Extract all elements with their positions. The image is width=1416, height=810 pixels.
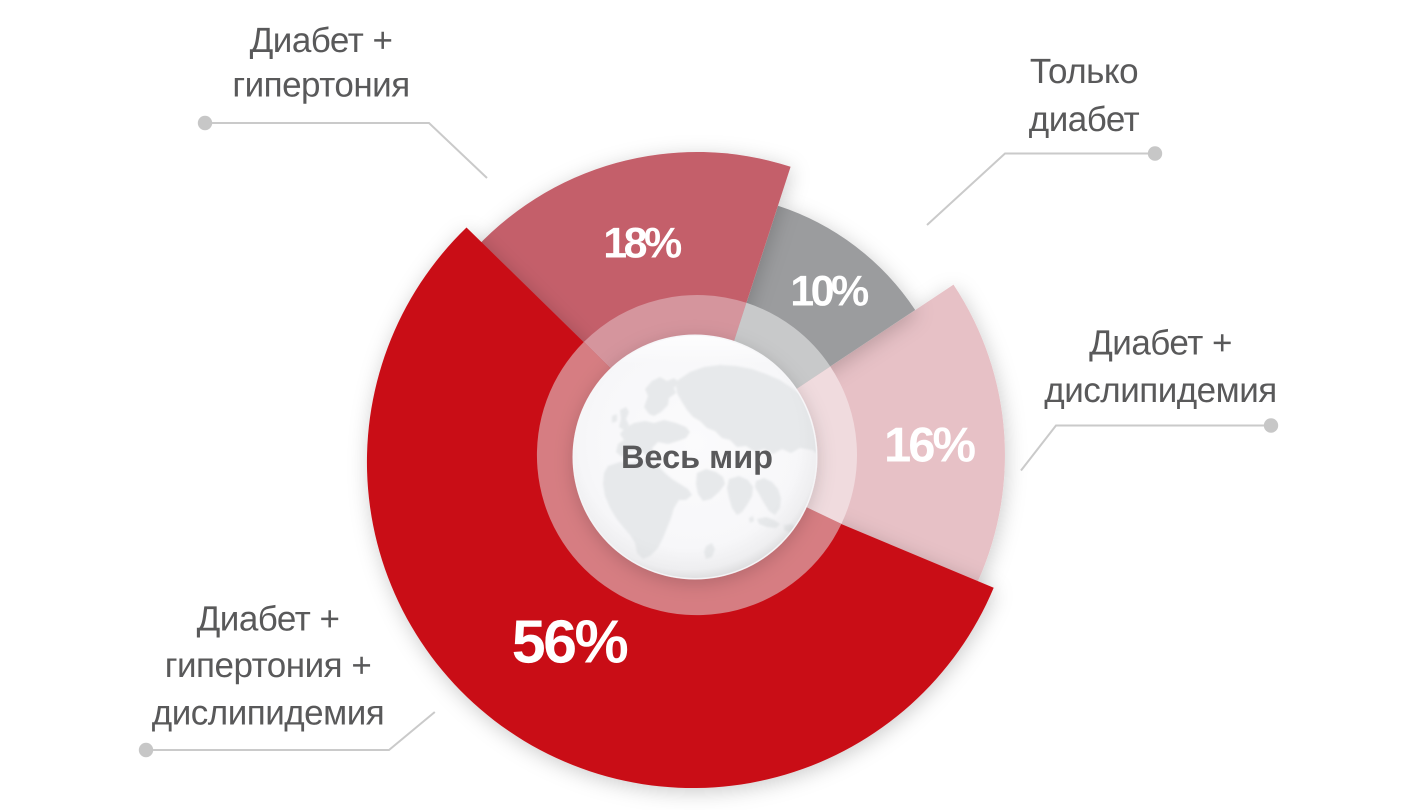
svg-text:Диабет +: Диабет + [250, 21, 393, 60]
svg-text:гипертония: гипертония [232, 66, 409, 105]
svg-text:18%: 18% [603, 220, 682, 268]
svg-text:Только: Только [1030, 52, 1138, 91]
svg-text:Весь мир: Весь мир [621, 439, 773, 475]
svg-text:дислипидемия: дислипидемия [152, 694, 384, 733]
svg-text:дислипидемия: дислипидемия [1044, 371, 1276, 410]
svg-text:10%: 10% [790, 268, 869, 316]
svg-text:Диабет +: Диабет + [197, 600, 340, 639]
svg-text:16%: 16% [884, 419, 976, 473]
svg-text:диабет: диабет [1029, 100, 1140, 139]
svg-text:Диабет +: Диабет + [1089, 324, 1232, 363]
svg-text:гипертония +: гипертония + [165, 646, 372, 685]
svg-text:56%: 56% [512, 608, 628, 676]
